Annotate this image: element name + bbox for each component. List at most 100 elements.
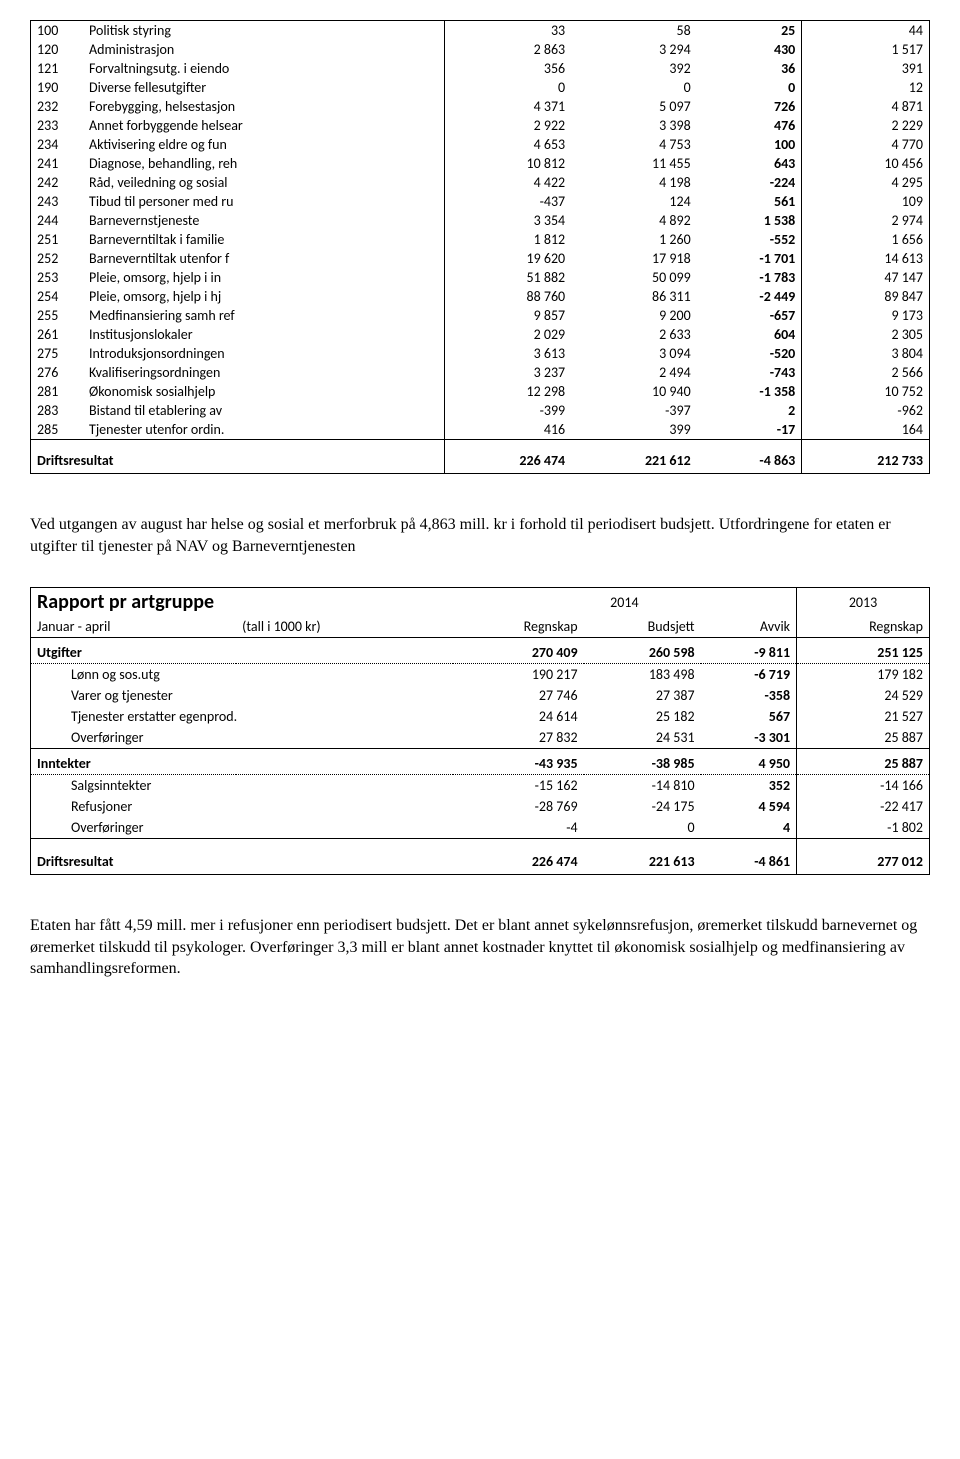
table-row: 234Aktivisering eldre og fun4 6534 75310… [31,135,930,154]
row-label: Bistand til etablering av [83,401,445,420]
row-label: Økonomisk sosialhjelp [83,382,445,401]
row-code: 121 [31,59,84,78]
table-row: 253Pleie, omsorg, hjelp i in51 88250 099… [31,268,930,287]
cell: 19 620 [445,249,572,268]
table-row: 281Økonomisk sosialhjelp12 29810 940-1 3… [31,382,930,401]
header-row: Rapport pr artgruppe20142013 [31,588,930,617]
cell: 9 200 [571,306,697,325]
cell: 643 [697,154,802,173]
cell: 25 887 [797,753,930,775]
cell: 24 529 [797,685,930,706]
cell: 27 387 [584,685,701,706]
cell: 179 182 [797,664,930,686]
cell: 36 [697,59,802,78]
cell: 10 752 [802,382,930,401]
cell: -38 985 [584,753,701,775]
cell: 50 099 [571,268,697,287]
year-left: 2014 [453,588,797,617]
table-row: 276Kvalifiseringsordningen3 2372 494-743… [31,363,930,382]
cell: 10 940 [571,382,697,401]
cell: -962 [802,401,930,420]
table-row: 243Tibud til personer med ru-43712456110… [31,192,930,211]
cell: -14 166 [797,775,930,797]
cell: -17 [697,420,802,440]
table-row: 241Diagnose, behandling, reh10 81211 455… [31,154,930,173]
cell: 1 656 [802,230,930,249]
cell: 124 [571,192,697,211]
cell: 4 371 [445,97,572,116]
table-row: 120Administrasjon2 8633 2944301 517 [31,40,930,59]
cell: -4 861 [701,839,797,875]
row-label: Pleie, omsorg, hjelp i in [83,268,445,287]
cell: 2 229 [802,116,930,135]
cell: 221 612 [571,440,697,474]
table-row: 244Barnevernstjeneste3 3544 8921 5382 97… [31,211,930,230]
total-row: Driftsresultat226 474221 613-4 861277 01… [31,839,930,875]
cell: 17 918 [571,249,697,268]
row-label: Varer og tjenester [31,685,453,706]
cell: 0 [445,78,572,97]
row-code: 255 [31,306,84,325]
row-label: Barnevernstjeneste [83,211,445,230]
cell: 212 733 [802,440,930,474]
cell: 24 531 [584,727,701,749]
cell: 88 760 [445,287,572,306]
table-row: 285Tjenester utenfor ordin.416399-17164 [31,420,930,440]
row-code: 285 [31,420,84,440]
row-label: Aktivisering eldre og fun [83,135,445,154]
cell: 1 812 [445,230,572,249]
cell: 0 [584,817,701,839]
cell: 47 147 [802,268,930,287]
cell: -520 [697,344,802,363]
cell: 2 494 [571,363,697,382]
cell: 270 409 [453,642,584,664]
cell: 14 613 [802,249,930,268]
cell: 100 [697,135,802,154]
table-row: 100Politisk styring33582544 [31,21,930,41]
utgifter-label: Utgifter [31,642,453,664]
row-label: Barneverntiltak utenfor f [83,249,445,268]
cell: 4 653 [445,135,572,154]
row-label: Annet forbyggende helsear [83,116,445,135]
row-code: 254 [31,287,84,306]
cell: 4 871 [802,97,930,116]
cell: 109 [802,192,930,211]
row-code: 253 [31,268,84,287]
cell: 44 [802,21,930,41]
cell: -22 417 [797,796,930,817]
row-label: Tjenester erstatter egenprod. [31,706,453,727]
row-label: Overføringer [31,817,453,839]
row-code: 190 [31,78,84,97]
row-label: Medfinansiering samh ref [83,306,445,325]
row-label: Administrasjon [83,40,445,59]
cell: 3 804 [802,344,930,363]
cell: 9 173 [802,306,930,325]
cell: -2 449 [697,287,802,306]
cell: -1 358 [697,382,802,401]
cell: 4 892 [571,211,697,230]
cell: -437 [445,192,572,211]
cell: 1 517 [802,40,930,59]
cell: 2 305 [802,325,930,344]
cell: 89 847 [802,287,930,306]
cell: 5 097 [571,97,697,116]
cell: 277 012 [797,839,930,875]
table-row: 233Annet forbyggende helsear2 9223 39847… [31,116,930,135]
table-row: 121Forvaltningsutg. i eiendo35639236391 [31,59,930,78]
row-code: 242 [31,173,84,192]
row-label: Lønn og sos.utg [31,664,453,686]
cell: -4 [453,817,584,839]
cell: 27 832 [453,727,584,749]
row-code: 243 [31,192,84,211]
total-row: Driftsresultat226 474221 612-4 863212 73… [31,440,930,474]
cell: 164 [802,420,930,440]
table-row: Varer og tjenester27 74627 387-35824 529 [31,685,930,706]
cell: 4 295 [802,173,930,192]
cell: -6 719 [701,664,797,686]
row-label: Forebygging, helsestasjon [83,97,445,116]
row-code: 251 [31,230,84,249]
cell: 4 422 [445,173,572,192]
cell: -1 701 [697,249,802,268]
cell: 21 527 [797,706,930,727]
row-code: 100 [31,21,84,41]
